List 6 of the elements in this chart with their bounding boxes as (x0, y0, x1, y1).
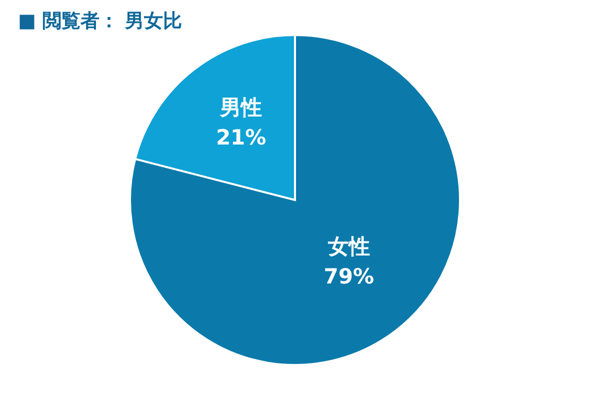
slice-label: 女性 (326, 234, 370, 259)
chart-title: ■ 閲覧者： 男女比 (18, 10, 182, 32)
pie-slice (129, 34, 461, 366)
data-label: 21% (216, 125, 266, 150)
slice-label: 男性 (219, 95, 262, 120)
data-label: 79% (324, 264, 374, 289)
